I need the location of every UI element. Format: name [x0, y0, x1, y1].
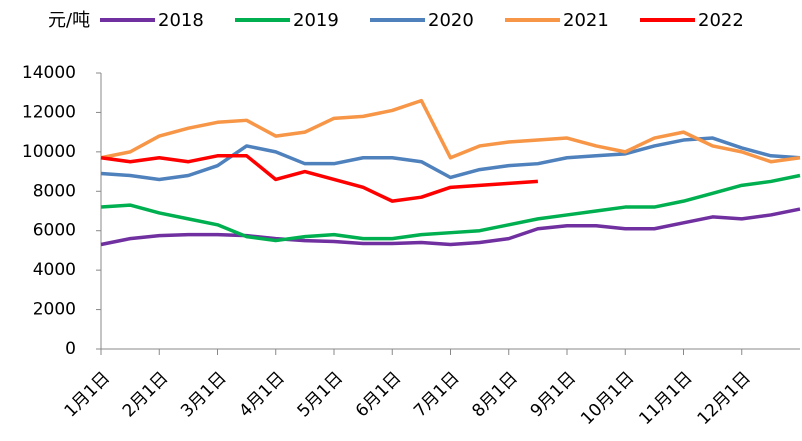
series-line	[100, 173, 801, 243]
x-tick-label: 11月1日	[635, 368, 696, 429]
x-tick-label: 9月1日	[527, 368, 580, 421]
y-tick-label: 6000	[33, 221, 76, 241]
x-tick-label: 3月1日	[177, 368, 230, 421]
x-tick-label: 5月1日	[294, 368, 347, 421]
x-tick-label: 1月1日	[61, 368, 114, 421]
legend-label: 2021	[563, 10, 609, 31]
legend-label: 2020	[428, 10, 474, 31]
legend-label: 2019	[293, 10, 339, 31]
y-tick-label: 2000	[33, 300, 76, 320]
x-tick-label: 12月1日	[694, 368, 755, 429]
y-tick-label: 10000	[22, 142, 76, 162]
legend-label: 2022	[698, 10, 744, 31]
series-line	[100, 136, 801, 182]
x-tick-label: 6月1日	[352, 368, 405, 421]
x-tick-label: 2月1日	[119, 368, 172, 421]
x-tick-label: 10月1日	[577, 368, 638, 429]
y-tick-label: 8000	[33, 181, 76, 201]
series-line	[100, 207, 801, 247]
y-tick-label: 12000	[22, 102, 76, 122]
y-axis-label: 元/吨	[48, 10, 90, 31]
series-line	[100, 98, 801, 164]
legend-label: 2018	[158, 10, 204, 31]
x-tick-label: 4月1日	[235, 368, 288, 421]
x-tick-label: 7月1日	[410, 368, 463, 421]
x-tick-label: 8月1日	[468, 368, 521, 421]
y-tick-label: 14000	[22, 63, 76, 83]
series-line	[100, 154, 538, 203]
y-tick-label: 0	[65, 339, 76, 359]
y-tick-label: 4000	[33, 260, 76, 280]
